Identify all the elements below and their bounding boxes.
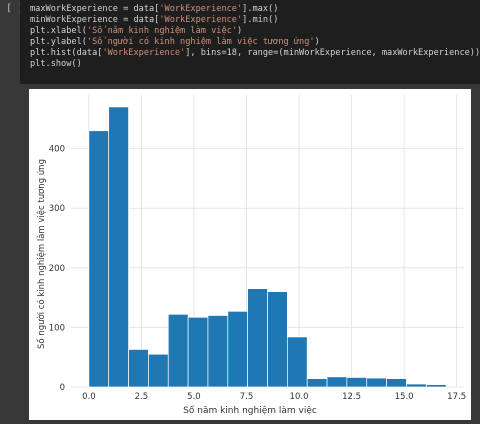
histogram-bar: [425, 384, 447, 388]
code-token: ): [314, 37, 320, 47]
code-line: plt.ylabel('Số người có kinh nghiệm làm …: [30, 37, 320, 48]
x-tick-label: 5.0: [187, 392, 201, 402]
histogram-bar: [148, 353, 169, 388]
x-tick-label: 0.0: [82, 392, 96, 402]
y-tick-label: 100: [49, 323, 65, 333]
histogram-bar: [207, 315, 229, 388]
code-token: maxWorkExperience = data[: [30, 4, 160, 14]
code-token: plt.xlabel(: [30, 26, 87, 36]
y-tick-label: 0: [60, 383, 65, 393]
code-token: minWorkExperience = data[: [30, 15, 160, 25]
histogram-bar: [306, 378, 328, 388]
histogram-bar: [187, 316, 209, 388]
code-token: ], bins=18, range=(minWorkExperience, ma…: [185, 48, 480, 58]
histogram-bar: [346, 377, 368, 388]
cell-output: 0.0 2.5 5.0 7.5 10.0 12.5 15.0 17.5 0 100 200 300 40…: [20, 84, 480, 423]
y-axis-label: Số người có kinh nghiệm làm việc tương ứ…: [36, 159, 47, 349]
histogram-bar: [386, 378, 407, 388]
x-tick-label: 15.0: [395, 392, 414, 402]
code-token: plt.show(): [30, 59, 82, 69]
histogram-bar: [227, 310, 249, 388]
histogram-bar: [406, 383, 427, 388]
histogram-bar: [247, 288, 268, 388]
x-tick-label: 10.0: [290, 392, 309, 402]
code-line: plt.hist(data['WorkExperience'], bins=18…: [30, 48, 480, 59]
histogram-bar: [267, 291, 288, 388]
x-axis-label: Số năm kinh nghiệm làm việc: [183, 405, 317, 416]
x-tick-label: 7.5: [240, 392, 254, 402]
string-literal: 'WorkExperience': [159, 15, 243, 25]
histogram-bar: [88, 130, 110, 388]
x-tick-label: 2.5: [135, 392, 149, 402]
string-literal: 'WorkExperience': [159, 4, 243, 14]
histogram-bar: [167, 313, 189, 388]
run-cell-button[interactable]: [ ]: [6, 3, 25, 14]
code-line: plt.show(): [30, 59, 82, 70]
histogram-bar: [128, 349, 149, 388]
string-literal: 'Số người có kinh nghiệm làm việc tương …: [86, 37, 315, 47]
code-line: maxWorkExperience = data['WorkExperience…: [30, 4, 278, 15]
histogram-bar: [366, 377, 387, 388]
code-editor[interactable]: maxWorkExperience = data['WorkExperience…: [20, 0, 480, 84]
x-tick-label: 12.5: [342, 392, 361, 402]
code-token: plt.ylabel(: [30, 37, 87, 47]
y-tick-label: 300: [49, 204, 65, 214]
code-token: ].min(): [242, 15, 279, 25]
histogram-bar: [326, 376, 348, 388]
string-literal: 'WorkExperience': [102, 48, 186, 58]
string-literal: 'Số năm kinh nghiệm làm việc': [86, 26, 237, 36]
code-token: ].max(): [242, 4, 279, 14]
y-tick-label: 200: [49, 264, 65, 274]
code-line: minWorkExperience = data['WorkExperience…: [30, 15, 278, 26]
code-token: ): [236, 26, 243, 36]
histogram-bar: [286, 336, 308, 388]
x-tick-label: 17.5: [447, 392, 466, 402]
histogram-bar: [108, 106, 129, 388]
histogram-plot: 0.0 2.5 5.0 7.5 10.0 12.5 15.0 17.5 0 100 200 300 40…: [29, 89, 471, 420]
histogram-chart: 0.0 2.5 5.0 7.5 10.0 12.5 15.0 17.5 0 100 200 300 40…: [36, 95, 466, 416]
y-tick-label: 400: [49, 145, 65, 155]
code-line: plt.xlabel('Số năm kinh nghiệm làm việc'…: [30, 26, 242, 37]
code-token: plt.hist(data[: [30, 48, 103, 58]
